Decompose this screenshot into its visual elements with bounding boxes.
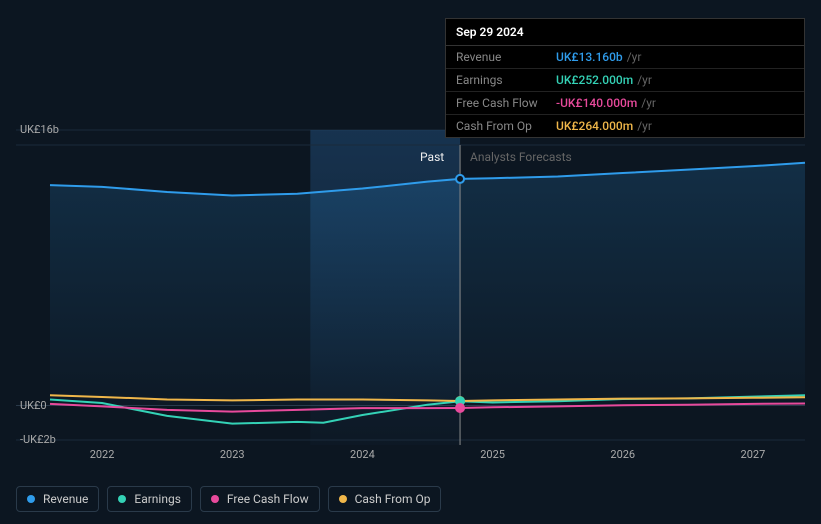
free_cash_flow-marker [456,404,464,412]
tooltip-row: EarningsUK£252.000m/yr [446,69,804,92]
hover-tooltip: Sep 29 2024 RevenueUK£13.160b/yrEarnings… [445,18,805,138]
tooltip-row: RevenueUK£13.160b/yr [446,46,804,69]
tooltip-date: Sep 29 2024 [446,19,804,46]
legend-item-cash-from-op[interactable]: Cash From Op [328,486,442,512]
revenue-area [50,163,805,406]
tooltip-row: Free Cash Flow-UK£140.000m/yr [446,92,804,115]
legend-dot [339,495,347,503]
tooltip-metric-value: -UK£140.000m [556,96,637,110]
x-tick-label: 2023 [220,448,245,461]
x-tick-label: 2027 [741,448,766,461]
legend-dot [27,495,35,503]
revenue-marker [456,175,464,183]
y-tick-label: UK£16b [20,123,59,136]
legend-dot [211,495,219,503]
x-tick-label: 2022 [90,448,115,461]
legend-item-earnings[interactable]: Earnings [107,486,192,512]
x-tick-label: 2026 [610,448,635,461]
legend-label: Free Cash Flow [227,492,309,506]
tooltip-unit: /yr [641,96,656,110]
tooltip-metric-value: UK£252.000m [556,73,633,87]
tooltip-unit: /yr [637,73,652,87]
tooltip-metric-value: UK£264.000m [556,119,633,133]
legend-label: Cash From Op [355,492,431,506]
legend-item-revenue[interactable]: Revenue [16,486,99,512]
legend-dot [118,495,126,503]
tooltip-metric-value: UK£13.160b [556,50,623,64]
y-tick-label: UK£0 [20,399,47,412]
tooltip-unit: /yr [627,50,642,64]
tooltip-row: Cash From OpUK£264.000m/yr [446,115,804,137]
tooltip-metric-label: Free Cash Flow [456,96,556,110]
tooltip-metric-label: Cash From Op [456,119,556,133]
y-tick-label: -UK£2b [20,433,56,446]
legend-label: Revenue [43,492,88,506]
tooltip-unit: /yr [637,119,652,133]
tooltip-metric-label: Revenue [456,50,556,64]
past-section-label: Past [420,150,444,164]
forecast-section-label: Analysts Forecasts [470,150,572,164]
x-tick-label: 2024 [350,448,375,461]
x-tick-label: 2025 [480,448,505,461]
tooltip-metric-label: Earnings [456,73,556,87]
chart-legend: Revenue Earnings Free Cash Flow Cash From O… [16,486,441,512]
legend-label: Earnings [134,492,181,506]
legend-item-free-cash-flow[interactable]: Free Cash Flow [200,486,320,512]
